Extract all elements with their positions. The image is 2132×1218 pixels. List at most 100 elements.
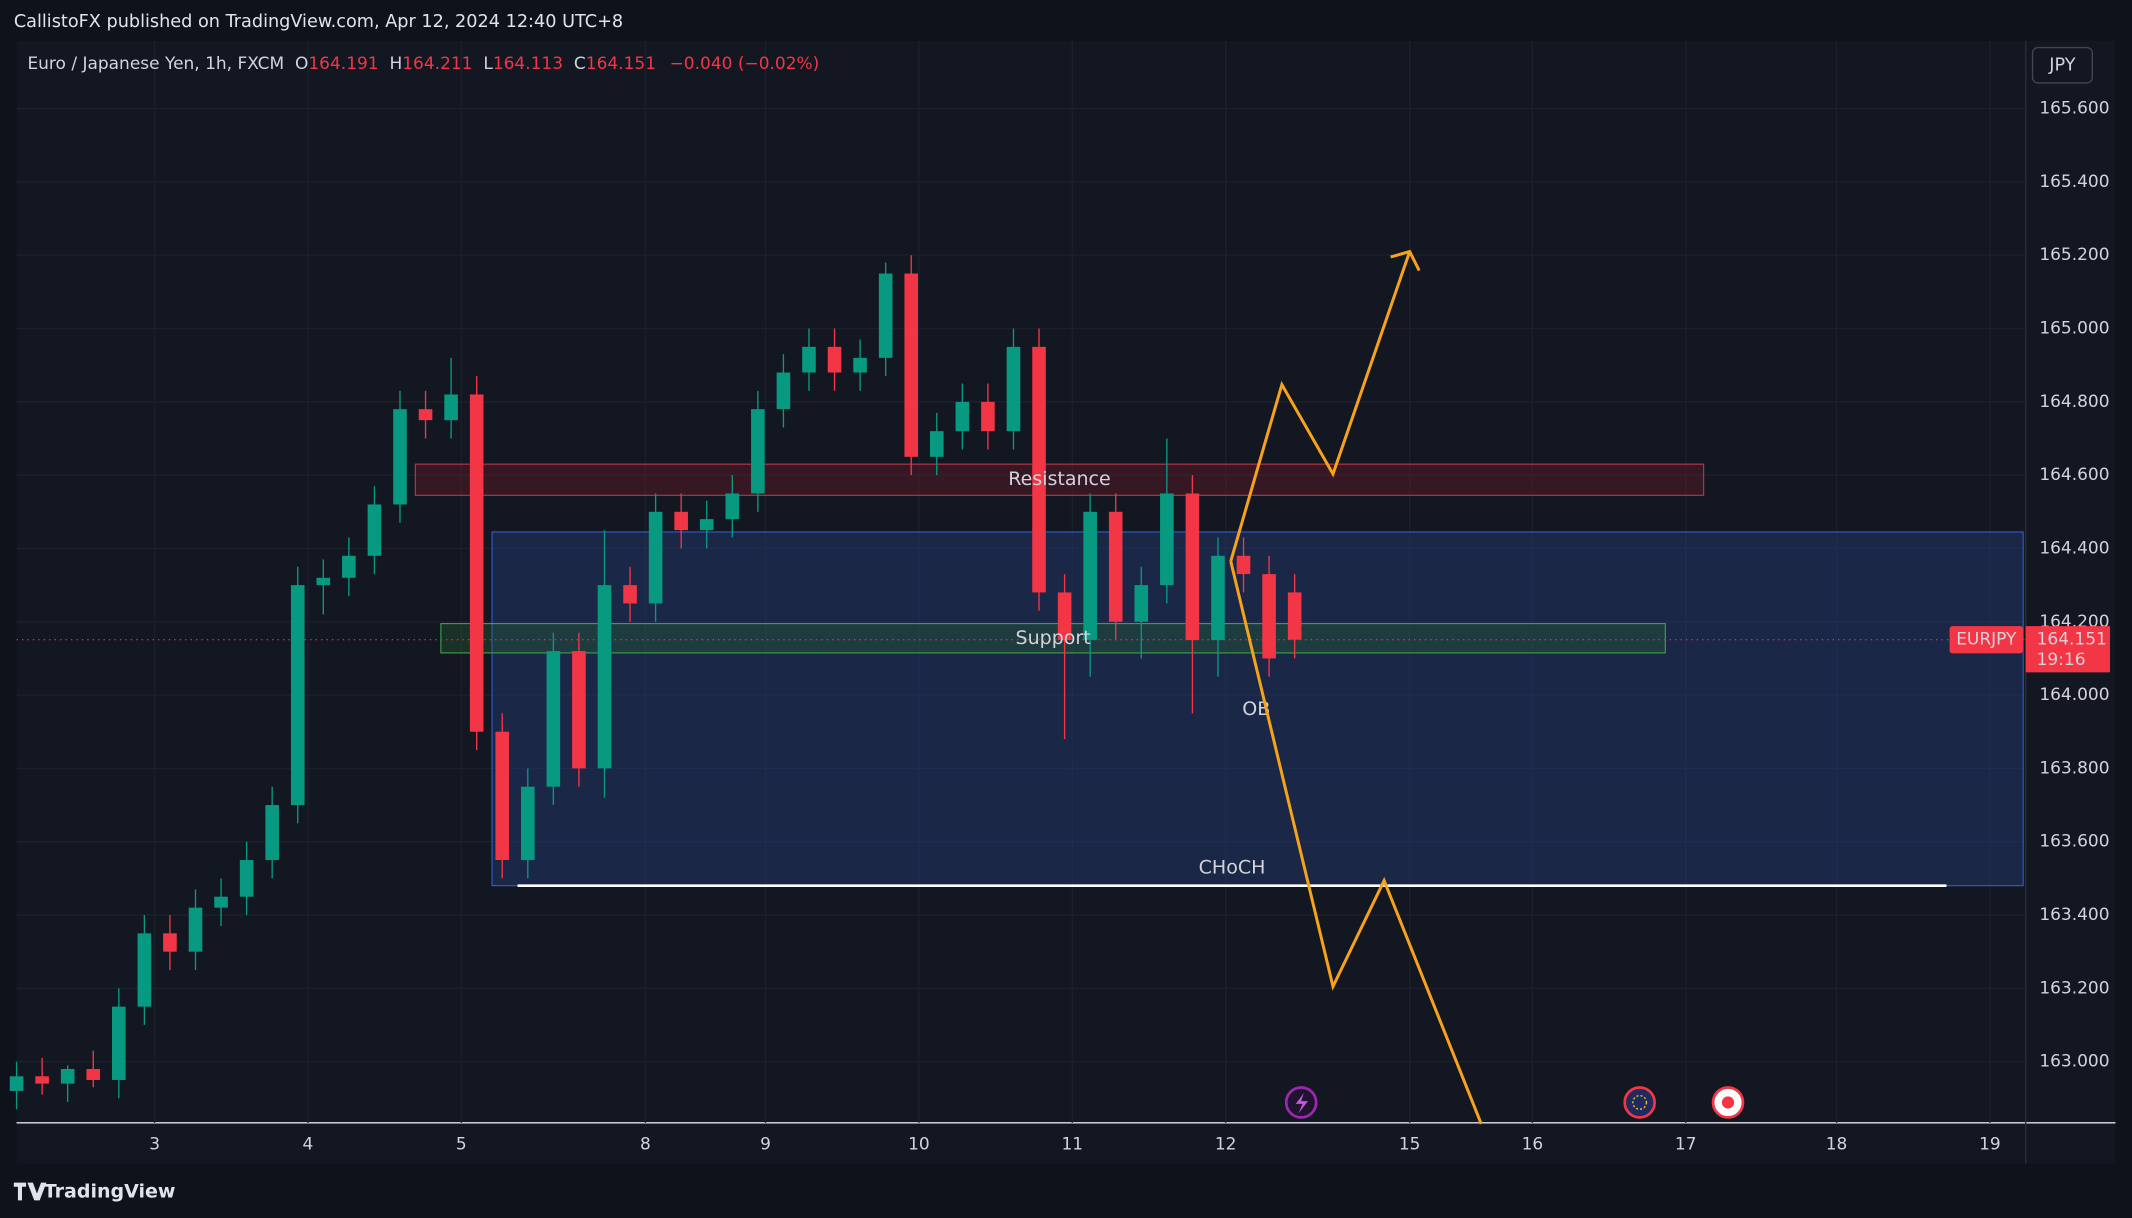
brand: TradingView [44, 1181, 176, 1203]
o-label: O [295, 54, 308, 74]
y-tick-label: 163.000 [2039, 1052, 2109, 1072]
candle-body [699, 519, 714, 531]
choch-label: CHoCH [1199, 857, 1266, 879]
l-label: L [483, 54, 493, 74]
candle-body [9, 1076, 24, 1091]
candle-body [981, 401, 995, 432]
y-tick-label: 163.600 [2039, 832, 2109, 852]
countdown: 19:16 [2037, 650, 2086, 670]
candle-body [955, 401, 970, 432]
candle-body [137, 933, 152, 1007]
candle-body [163, 933, 177, 952]
y-tick-label: 164.400 [2039, 538, 2109, 558]
candle-body [112, 1006, 126, 1080]
x-tick-label: 9 [760, 1135, 771, 1155]
zone-label: Resistance [1008, 468, 1110, 490]
y-tick-label: 165.400 [2039, 172, 2109, 192]
arrow-head [1390, 249, 1421, 272]
last-price: 164.151 [2037, 630, 2107, 650]
candle-body [751, 409, 765, 494]
candle-body [904, 273, 919, 457]
candle-body [290, 585, 305, 806]
event-glyph [1721, 1096, 1735, 1109]
x-tick-label: 8 [640, 1135, 651, 1155]
candle-body [188, 907, 203, 952]
publisher: CallistoFX published on TradingView.com,… [14, 12, 623, 32]
event-icon[interactable] [1623, 1086, 1656, 1119]
candle-body [367, 504, 382, 556]
candle-body [393, 409, 407, 505]
zone [440, 623, 1666, 654]
candle-body [1057, 592, 1072, 641]
zone-label: Support [1016, 627, 1091, 649]
candle-body [60, 1068, 75, 1084]
candle-body [1287, 592, 1302, 640]
candle-body [929, 431, 944, 457]
zone [414, 463, 1705, 496]
candle-body [827, 346, 842, 373]
grid [16, 40, 2026, 1123]
c-label: C [574, 54, 586, 74]
x-tick-label: 4 [303, 1135, 314, 1155]
candle-body [572, 651, 586, 769]
candle-body [342, 555, 356, 578]
candle-body [1083, 511, 1097, 641]
candle-body [648, 511, 663, 604]
candle-body [1185, 493, 1200, 641]
ticker: EURJPY [1956, 630, 2017, 650]
symbol: Euro / Japanese Yen, 1h, FXCM [27, 54, 284, 74]
zone [491, 531, 2024, 887]
candle-body [597, 585, 612, 769]
x-tick-label: 17 [1675, 1135, 1697, 1155]
high: 164.211 [402, 54, 472, 74]
candle-body [86, 1068, 101, 1080]
candle-body [265, 805, 279, 861]
candle-body [1032, 346, 1046, 593]
candle-body [725, 493, 740, 520]
y-tick-label: 165.000 [2039, 319, 2109, 339]
candle-body [418, 409, 433, 421]
candle-body [1134, 585, 1149, 622]
candle-body [776, 372, 791, 410]
candle-body [239, 860, 254, 897]
x-tick-label: 10 [908, 1135, 930, 1155]
legend: Euro / Japanese Yen, 1h, FXCM O164.191 H… [27, 54, 819, 74]
y-tick-label: 165.600 [2039, 99, 2109, 119]
x-tick-label: 16 [1522, 1135, 1544, 1155]
candle-body [495, 731, 510, 861]
event-glyph [1295, 1092, 1308, 1114]
candle-body [623, 585, 637, 604]
x-tick-label: 18 [1826, 1135, 1848, 1155]
candle-body [1262, 574, 1276, 659]
x-tick-label: 12 [1215, 1135, 1237, 1155]
event-glyph [1632, 1094, 1648, 1110]
x-tick-label: 19 [1979, 1135, 2001, 1155]
ticker-tag [1949, 626, 2023, 654]
candle-body [1236, 555, 1251, 575]
close: 164.151 [586, 54, 656, 74]
ob-label: OB [1242, 698, 1270, 720]
candle-body [878, 273, 893, 358]
candle-body [444, 394, 458, 421]
projection-path [1229, 560, 1483, 1125]
candle-body [853, 357, 867, 373]
open: 164.191 [308, 54, 378, 74]
y-tick-label: 165.200 [2039, 245, 2109, 265]
h-label: H [389, 54, 402, 74]
candle-body [1211, 555, 1225, 641]
y-tick-label: 164.800 [2039, 392, 2109, 412]
candle-body [35, 1076, 49, 1084]
price-tag [2025, 626, 2110, 673]
currency-button[interactable] [2031, 46, 2094, 84]
candle-body [521, 786, 535, 861]
candle-body [214, 896, 228, 908]
candle-body [1108, 511, 1123, 622]
change: −0.040 (−0.02%) [670, 54, 820, 74]
x-tick-label: 3 [149, 1135, 160, 1155]
x-tick-label: 11 [1061, 1135, 1083, 1155]
candle-body [1006, 346, 1021, 432]
y-tick-label: 164.600 [2039, 465, 2109, 485]
candle-body [546, 651, 561, 787]
currency: JPY [2048, 55, 2075, 75]
candle-body [316, 577, 331, 586]
